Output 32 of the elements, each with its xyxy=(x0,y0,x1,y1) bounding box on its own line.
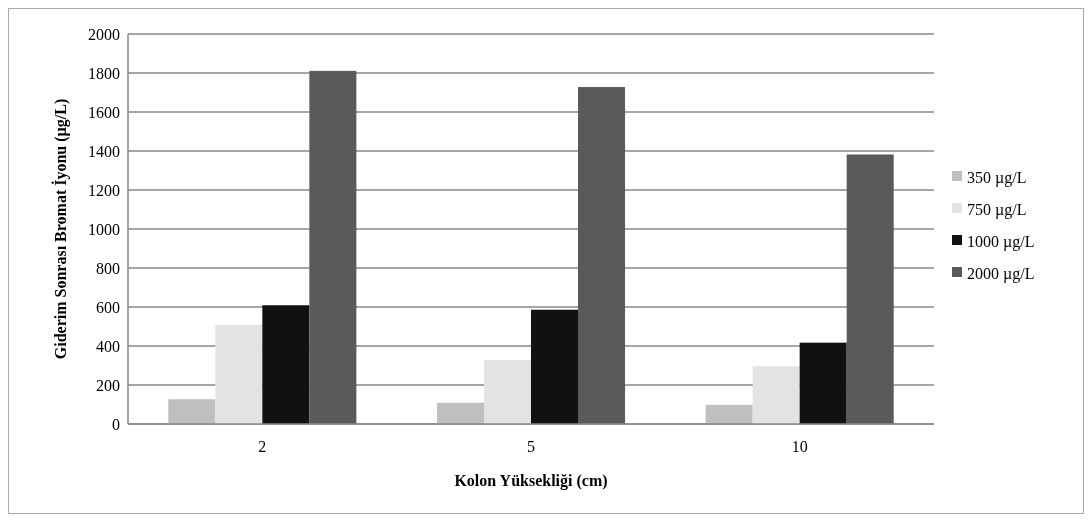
y-tick-label: 400 xyxy=(96,337,120,355)
bar xyxy=(262,305,310,424)
bar xyxy=(531,309,579,424)
y-tick-label: 1600 xyxy=(88,103,120,121)
x-tick-label: 5 xyxy=(527,438,535,455)
x-tick-label: 2 xyxy=(258,438,267,455)
bar xyxy=(309,70,357,424)
bar xyxy=(168,399,216,424)
y-tick-label: 600 xyxy=(96,298,120,316)
x-tick-label: 10 xyxy=(791,438,808,455)
legend-label: 2000 µg/L xyxy=(967,264,1035,283)
y-tick-label: 1000 xyxy=(88,220,120,238)
y-tick-label: 1400 xyxy=(88,142,120,160)
y-tick-label: 800 xyxy=(96,259,120,277)
bar xyxy=(578,87,626,424)
y-tick-label: 2000 xyxy=(88,25,120,43)
y-tick-label: 0 xyxy=(112,415,120,433)
y-axis-title: Giderim Sonrası Bromat İyonu (µg/L) xyxy=(51,98,70,360)
bar xyxy=(705,404,753,424)
legend-label: 750 µg/L xyxy=(967,200,1027,219)
legend-label: 350 µg/L xyxy=(967,168,1027,187)
bar xyxy=(215,324,263,424)
x-axis-title: Kolon Yüksekliği (cm) xyxy=(454,472,608,490)
bar xyxy=(752,366,800,424)
bar xyxy=(483,360,531,424)
bar xyxy=(436,402,484,424)
legend-label: 1000 µg/L xyxy=(967,232,1035,251)
y-tick-label: 1800 xyxy=(88,64,120,82)
y-tick-label: 1200 xyxy=(88,181,120,199)
y-tick-label: 200 xyxy=(96,376,120,394)
bar xyxy=(846,154,894,424)
bar xyxy=(799,342,847,424)
